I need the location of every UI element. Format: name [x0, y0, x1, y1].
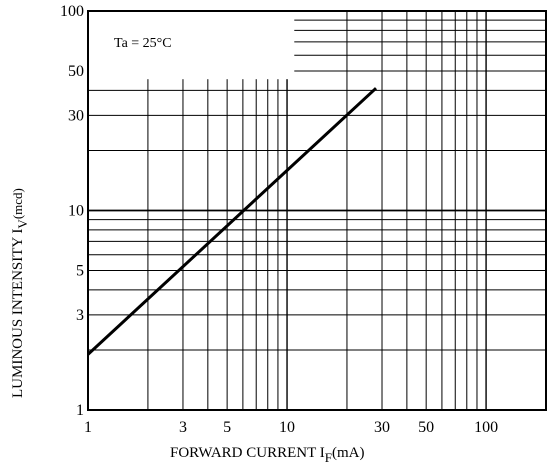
plot-frame	[87, 10, 547, 411]
y-tick-label: 5	[76, 263, 84, 280]
ambient-temperature-label: Ta = 25°C	[114, 36, 172, 51]
x-tick-label: 3	[179, 419, 187, 436]
y-tick-labels: 1 3 5 10 30 50 100	[60, 3, 84, 419]
y-axis-title-main: LUMINOUS INTENSITY I	[10, 229, 26, 398]
y-tick-label: 1	[76, 402, 84, 419]
y-tick-label: 50	[68, 63, 84, 80]
y-tick-label: 10	[68, 203, 84, 220]
x-axis-unit: (mA)	[332, 445, 365, 461]
y-tick-label: 100	[60, 3, 84, 20]
x-tick-label: 10	[279, 419, 295, 436]
series-group	[86, 87, 378, 356]
y-tick-label: 3	[76, 307, 84, 324]
x-axis-title: FORWARD CURRENT IF(mA)	[170, 445, 364, 465]
x-tick-label: 100	[474, 419, 498, 436]
y-axis-title: LUMINOUS INTENSITY IV(mcd)	[10, 188, 30, 398]
x-tick-labels: 1 3 5 10 30 50 100	[84, 419, 498, 436]
x-tick-label: 30	[374, 419, 390, 436]
x-tick-label: 1	[84, 419, 92, 436]
x-axis-title-subscript: F	[325, 450, 332, 465]
x-tick-label: 5	[223, 419, 231, 436]
y-axis-title-subscript: V	[15, 219, 30, 229]
series-line	[86, 87, 378, 356]
x-tick-label: 50	[418, 419, 434, 436]
y-axis-unit: (mcd)	[10, 188, 25, 219]
annotation-box: Ta = 25°C	[89, 12, 295, 80]
y-tick-label: 30	[68, 107, 84, 124]
x-axis-title-main: FORWARD CURRENT I	[170, 445, 325, 461]
